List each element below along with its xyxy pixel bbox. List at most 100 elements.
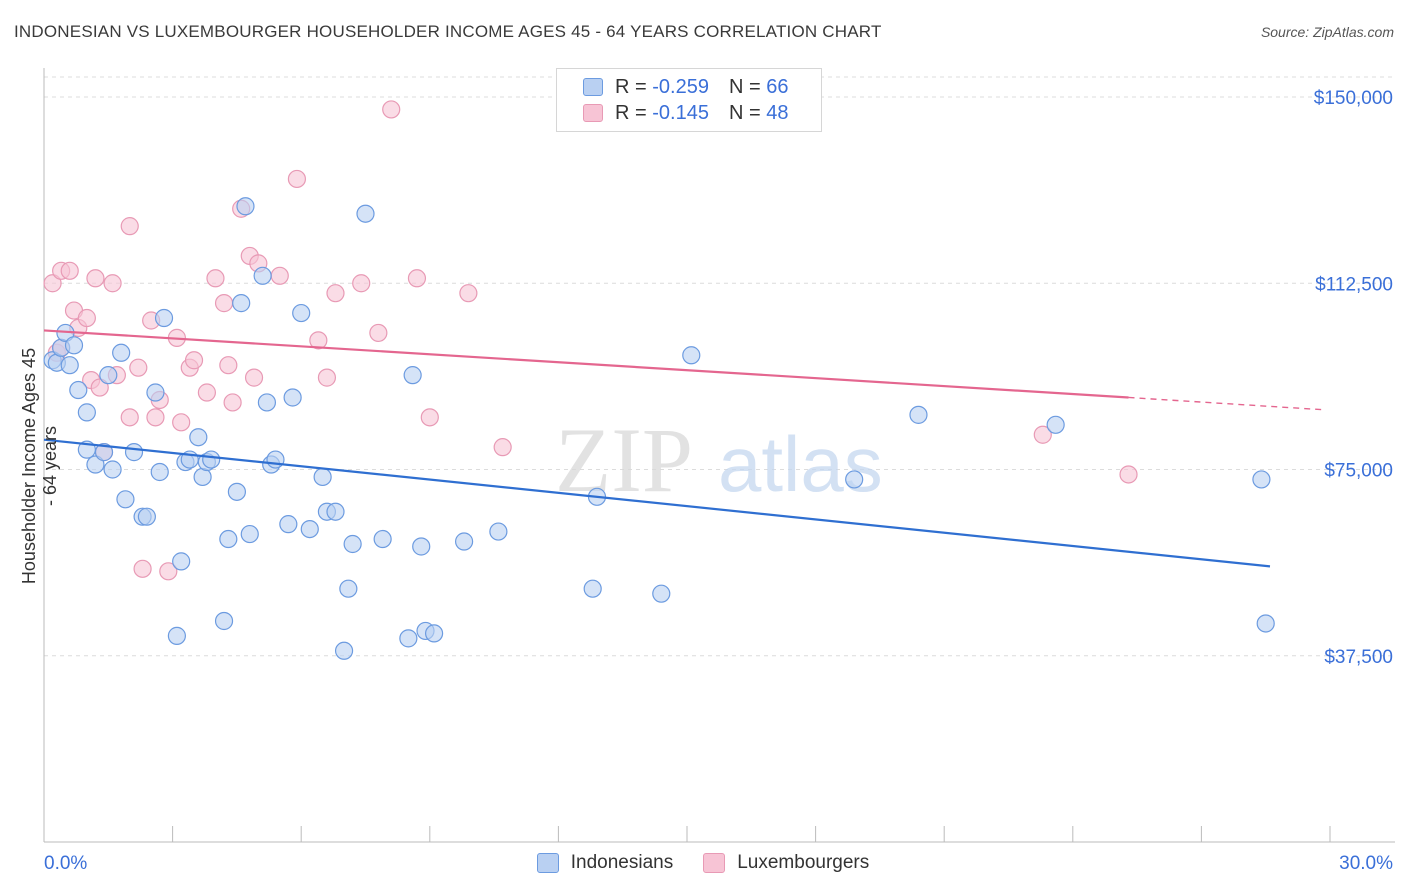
luxembourger-point bbox=[309, 331, 328, 350]
indonesian-point bbox=[167, 626, 186, 645]
indonesian-point bbox=[424, 624, 444, 643]
y-tick-labels: $37,500 $75,000 $112,500 $150,000 bbox=[1314, 88, 1393, 668]
luxembourger-point bbox=[420, 408, 439, 427]
legend-row-luxembourgers: R = -0.145 N = 48 bbox=[583, 101, 788, 125]
legend-row-indonesians: R = -0.259 N = 66 bbox=[583, 75, 788, 99]
indonesian-point bbox=[232, 294, 251, 313]
luxembourger-point bbox=[77, 308, 96, 328]
luxembourgers-trend-line bbox=[43, 329, 1129, 399]
indonesian-point bbox=[154, 308, 174, 328]
indonesian-point bbox=[253, 266, 272, 285]
legend-r-value: -0.145 bbox=[652, 101, 709, 124]
luxembourger-point bbox=[129, 358, 148, 377]
luxembourger-point bbox=[369, 323, 388, 343]
y-tick-label: $75,000 bbox=[1324, 461, 1393, 482]
indonesian-point bbox=[454, 532, 474, 551]
grid-lines bbox=[44, 76, 1395, 657]
luxembourger-point bbox=[244, 368, 264, 387]
luxembourger-point bbox=[103, 274, 122, 293]
indonesian-point bbox=[334, 641, 354, 660]
indonesian-point bbox=[909, 405, 928, 424]
luxembourger-point bbox=[146, 408, 165, 427]
indonesian-point bbox=[292, 303, 311, 323]
indonesian-point bbox=[227, 482, 246, 501]
luxembourger-point bbox=[214, 294, 234, 313]
luxembourger-point bbox=[90, 378, 109, 397]
indonesian-point bbox=[583, 579, 602, 598]
indonesian-point bbox=[652, 584, 671, 603]
legend-label-luxembourgers: Luxembourgers bbox=[737, 852, 870, 873]
luxembourger-point bbox=[493, 438, 512, 457]
legend-r-value: -0.259 bbox=[652, 75, 709, 98]
indonesian-point bbox=[193, 467, 212, 487]
luxembourger-point bbox=[382, 100, 401, 119]
legend-swatch-pink bbox=[703, 853, 726, 873]
indonesian-point bbox=[682, 346, 701, 365]
indonesian-point bbox=[373, 529, 392, 549]
indonesian-point bbox=[283, 388, 302, 407]
legend-item-indonesians[interactable]: Indonesians bbox=[536, 852, 674, 874]
indonesian-point bbox=[412, 537, 431, 556]
indonesian-point bbox=[103, 460, 122, 479]
indonesians-trend-line bbox=[43, 438, 1271, 568]
x-tick-label: 30.0% bbox=[1339, 853, 1393, 874]
indonesian-point bbox=[845, 470, 864, 489]
indonesian-point bbox=[339, 579, 358, 598]
luxembourger-point bbox=[219, 356, 238, 375]
correlation-legend: R = -0.259 N = 66 R = -0.145 N = 48 bbox=[556, 68, 822, 132]
indonesian-point bbox=[1256, 614, 1275, 633]
indonesian-point bbox=[266, 450, 285, 469]
luxembourger-point bbox=[206, 269, 225, 288]
luxembourger-point bbox=[60, 261, 79, 280]
luxembourger-point bbox=[270, 266, 289, 285]
indonesian-point bbox=[150, 462, 169, 482]
indonesian-point bbox=[146, 383, 165, 402]
indonesian-point bbox=[257, 393, 277, 412]
indonesian-point bbox=[60, 356, 79, 375]
legend-r-label: R = bbox=[615, 101, 647, 124]
luxembourger-point bbox=[326, 284, 345, 303]
indonesian-point bbox=[313, 467, 332, 487]
indonesian-point bbox=[116, 490, 135, 509]
legend-n-value: 48 bbox=[766, 101, 789, 124]
legend-swatch-blue bbox=[536, 853, 559, 873]
indonesian-point bbox=[86, 455, 105, 474]
x-tick-label: 0.0% bbox=[44, 853, 87, 874]
luxembourger-point bbox=[120, 408, 139, 427]
legend-n-label: N = bbox=[728, 101, 761, 124]
indonesian-point bbox=[124, 443, 144, 462]
luxembourger-point bbox=[459, 284, 478, 303]
indonesian-point bbox=[172, 552, 191, 571]
luxembourger-point bbox=[172, 413, 191, 432]
indonesian-point bbox=[112, 343, 131, 362]
legend-label-indonesians: Indonesians bbox=[570, 852, 674, 873]
y-tick-label: $37,500 bbox=[1324, 647, 1393, 668]
luxembourger-point bbox=[184, 351, 204, 370]
luxembourger-point bbox=[223, 393, 242, 412]
luxembourger-point bbox=[407, 269, 427, 288]
y-tick-label: $150,000 bbox=[1314, 88, 1393, 109]
legend-item-luxembourgers[interactable]: Luxembourgers bbox=[703, 852, 869, 874]
indonesian-point bbox=[240, 524, 259, 544]
luxembourger-point bbox=[287, 169, 307, 189]
indonesian-point bbox=[489, 522, 508, 541]
luxembourger-point bbox=[120, 217, 139, 236]
indonesian-point bbox=[189, 428, 208, 447]
indonesian-point bbox=[99, 366, 118, 385]
indonesian-point bbox=[64, 336, 84, 355]
luxembourger-point bbox=[133, 559, 152, 578]
indonesian-point bbox=[403, 366, 422, 385]
luxembourger-point bbox=[86, 269, 105, 288]
indonesian-point bbox=[1046, 415, 1065, 434]
x-tick-labels: 0.0% 30.0% bbox=[44, 853, 1393, 874]
indonesian-point bbox=[137, 507, 156, 526]
y-tick-label: $112,500 bbox=[1315, 274, 1393, 295]
luxembourgers-trend-extension bbox=[1128, 396, 1326, 411]
trend-lines bbox=[43, 329, 1326, 568]
indonesian-point bbox=[343, 534, 362, 554]
indonesian-point bbox=[94, 443, 114, 462]
indonesian-point bbox=[1252, 470, 1271, 489]
source-label: Source: ZipAtlas.com bbox=[1260, 24, 1394, 40]
indonesian-point bbox=[214, 611, 234, 631]
